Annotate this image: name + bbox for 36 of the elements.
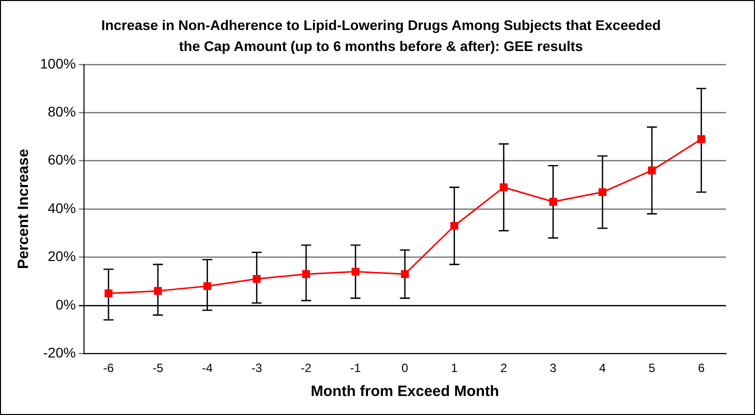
x-axis-title: Month from Exceed Month (310, 383, 500, 400)
x-tick-label: -4 (202, 361, 213, 376)
x-tick-label: -1 (350, 361, 362, 376)
y-tick-label: 40% (48, 200, 76, 216)
x-tick-label: 5 (648, 361, 656, 376)
y-tick-label: 60% (48, 152, 76, 168)
x-tick-label: 1 (450, 361, 458, 376)
point (352, 268, 360, 276)
point (598, 188, 606, 196)
point (450, 222, 458, 230)
point (549, 198, 558, 206)
y-tick-label: -20% (43, 344, 76, 360)
x-tick-label: 3 (550, 361, 557, 376)
x-tick-label: -6 (103, 361, 114, 376)
y-tick-label: 0% (56, 296, 76, 312)
x-tick-label: 0 (402, 361, 409, 376)
point (154, 287, 162, 295)
point (104, 289, 112, 298)
x-tick-label: -2 (300, 361, 312, 376)
x-tick-label: 2 (500, 361, 508, 376)
point (252, 274, 261, 283)
point (648, 166, 656, 174)
y-tick-label: 80% (48, 103, 76, 120)
point (302, 270, 310, 278)
x-tick-label: -5 (152, 361, 164, 376)
y-tick-label: 100% (40, 55, 76, 72)
y-tick-label: 20% (48, 248, 76, 264)
point (697, 135, 706, 144)
chart-title: Increase in Non-Adherence to Lipid-Lowering Drugs Among Subjects that Exceeded the Cap Amount (up to 6 months before & after): GEE results (100, 16, 662, 56)
point (500, 183, 508, 192)
point (203, 282, 212, 290)
x-tick-label: 4 (599, 361, 606, 376)
x-tick-label: 6 (698, 361, 705, 376)
point (400, 270, 409, 278)
x-tick-label: -3 (251, 361, 262, 376)
y-axis-title: Percent Increase (15, 148, 32, 270)
